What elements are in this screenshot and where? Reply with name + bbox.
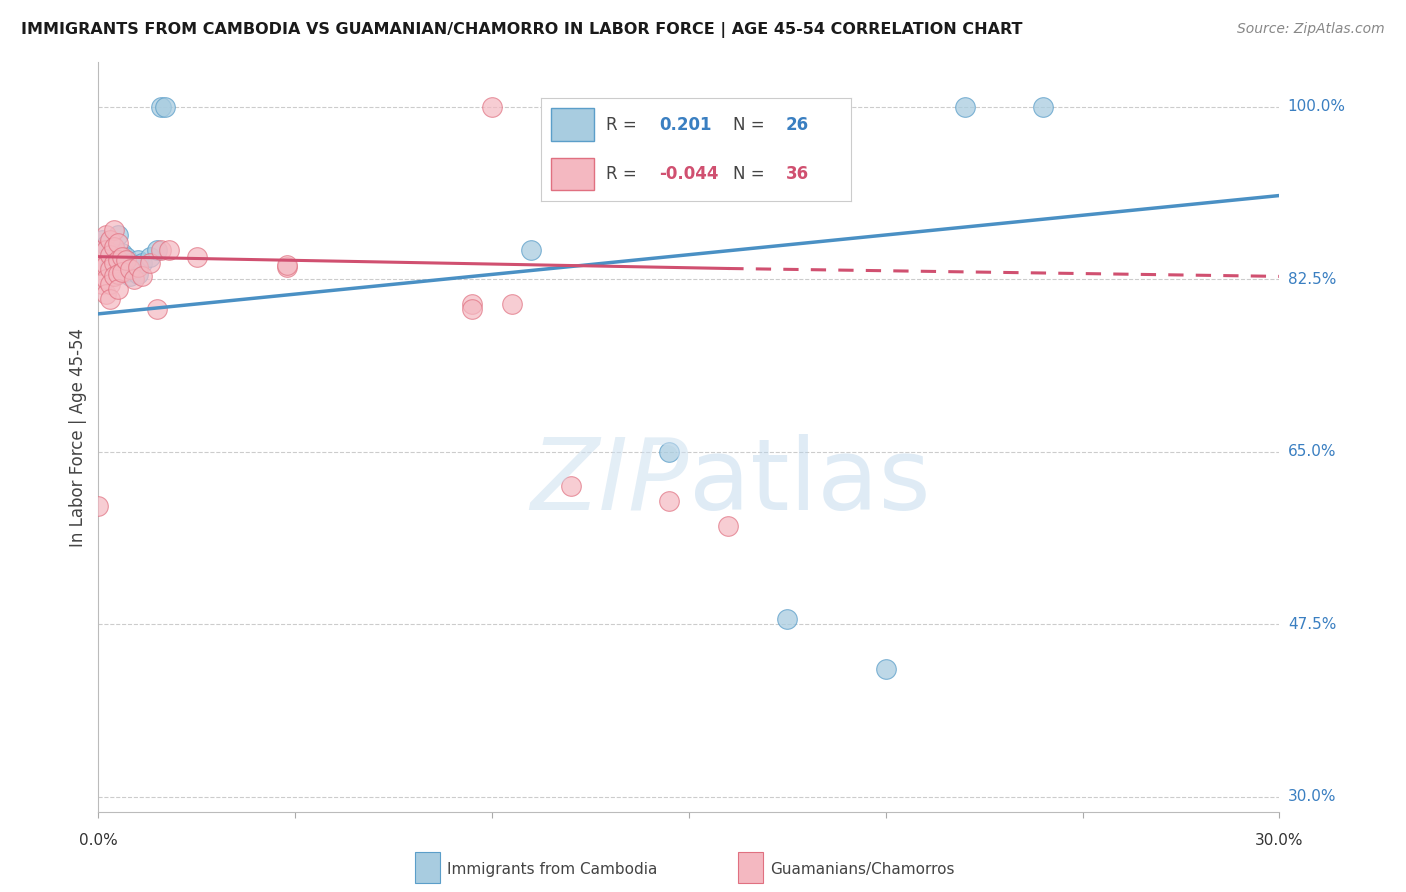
Point [91, 243, 114, 257]
Point [98, 233, 121, 247]
Point [155, 100, 177, 114]
Point [107, 282, 129, 296]
Point [103, 240, 125, 254]
Point [111, 245, 134, 260]
Point [146, 301, 169, 316]
Text: N =: N = [733, 116, 770, 134]
Text: N =: N = [733, 165, 770, 183]
Point [461, 301, 484, 316]
Point [776, 612, 799, 626]
Point [96, 237, 118, 252]
Point [103, 255, 125, 269]
Point [107, 252, 129, 267]
Point [96, 243, 118, 257]
Text: 100.0%: 100.0% [1288, 99, 1346, 114]
Text: 30.0%: 30.0% [1256, 833, 1303, 848]
Text: 36: 36 [786, 165, 808, 183]
Point [107, 252, 129, 267]
Point [127, 252, 149, 267]
Point [103, 223, 125, 237]
Point [138, 255, 160, 269]
Point [91, 277, 114, 292]
Point [96, 287, 118, 301]
Point [875, 662, 897, 676]
Point [103, 240, 125, 254]
Text: 82.5%: 82.5% [1288, 272, 1336, 287]
Point [127, 268, 149, 282]
Point [461, 297, 484, 311]
Point [150, 243, 173, 257]
Point [115, 252, 138, 267]
Point [1032, 100, 1054, 114]
Text: R =: R = [606, 116, 643, 134]
Point [96, 272, 118, 286]
Text: 0.201: 0.201 [659, 116, 711, 134]
Text: Immigrants from Cambodia: Immigrants from Cambodia [447, 863, 658, 877]
Point [131, 255, 153, 269]
Text: 47.5%: 47.5% [1288, 617, 1336, 632]
Point [96, 227, 118, 242]
Point [118, 255, 141, 269]
Text: 30.0%: 30.0% [1288, 789, 1336, 805]
Point [111, 260, 134, 274]
Point [111, 250, 134, 264]
Point [115, 265, 138, 279]
Point [146, 243, 169, 257]
Point [520, 243, 543, 257]
Point [107, 227, 129, 242]
Point [98, 277, 121, 292]
Point [276, 260, 298, 274]
Text: 0.0%: 0.0% [79, 833, 118, 848]
Point [658, 494, 681, 508]
Point [658, 445, 681, 459]
Text: IMMIGRANTS FROM CAMBODIA VS GUAMANIAN/CHAMORRO IN LABOR FORCE | AGE 45-54 CORREL: IMMIGRANTS FROM CAMBODIA VS GUAMANIAN/CH… [21, 22, 1022, 38]
Text: ZIP: ZIP [530, 434, 689, 531]
Text: 26: 26 [786, 116, 808, 134]
Point [122, 272, 145, 286]
Point [276, 258, 298, 272]
Point [111, 265, 134, 279]
FancyBboxPatch shape [551, 158, 593, 190]
Point [103, 252, 125, 267]
Point [131, 269, 153, 284]
Point [115, 250, 138, 264]
Point [98, 262, 121, 277]
Point [107, 268, 129, 282]
Point [87, 499, 110, 513]
FancyBboxPatch shape [551, 109, 593, 141]
Point [481, 100, 503, 114]
Text: R =: R = [606, 165, 643, 183]
Point [186, 250, 208, 264]
Point [118, 269, 141, 284]
Point [96, 258, 118, 272]
Point [98, 248, 121, 262]
Point [103, 269, 125, 284]
Point [157, 243, 180, 257]
Point [138, 250, 160, 264]
Point [127, 260, 149, 274]
Point [953, 100, 976, 114]
Point [98, 248, 121, 262]
Text: 65.0%: 65.0% [1288, 444, 1336, 459]
Point [560, 479, 582, 493]
Point [118, 262, 141, 277]
Point [98, 258, 121, 272]
Point [150, 100, 173, 114]
Point [91, 233, 114, 247]
Point [501, 297, 523, 311]
Point [107, 235, 129, 250]
Point [103, 262, 125, 277]
Text: -0.044: -0.044 [659, 165, 718, 183]
Point [98, 292, 121, 306]
Point [107, 268, 129, 282]
Point [717, 518, 740, 533]
Y-axis label: In Labor Force | Age 45-54: In Labor Force | Age 45-54 [69, 327, 87, 547]
Text: atlas: atlas [689, 434, 931, 531]
Point [122, 260, 145, 274]
Point [91, 258, 114, 272]
Text: Source: ZipAtlas.com: Source: ZipAtlas.com [1237, 22, 1385, 37]
Text: Guamanians/Chamorros: Guamanians/Chamorros [770, 863, 955, 877]
